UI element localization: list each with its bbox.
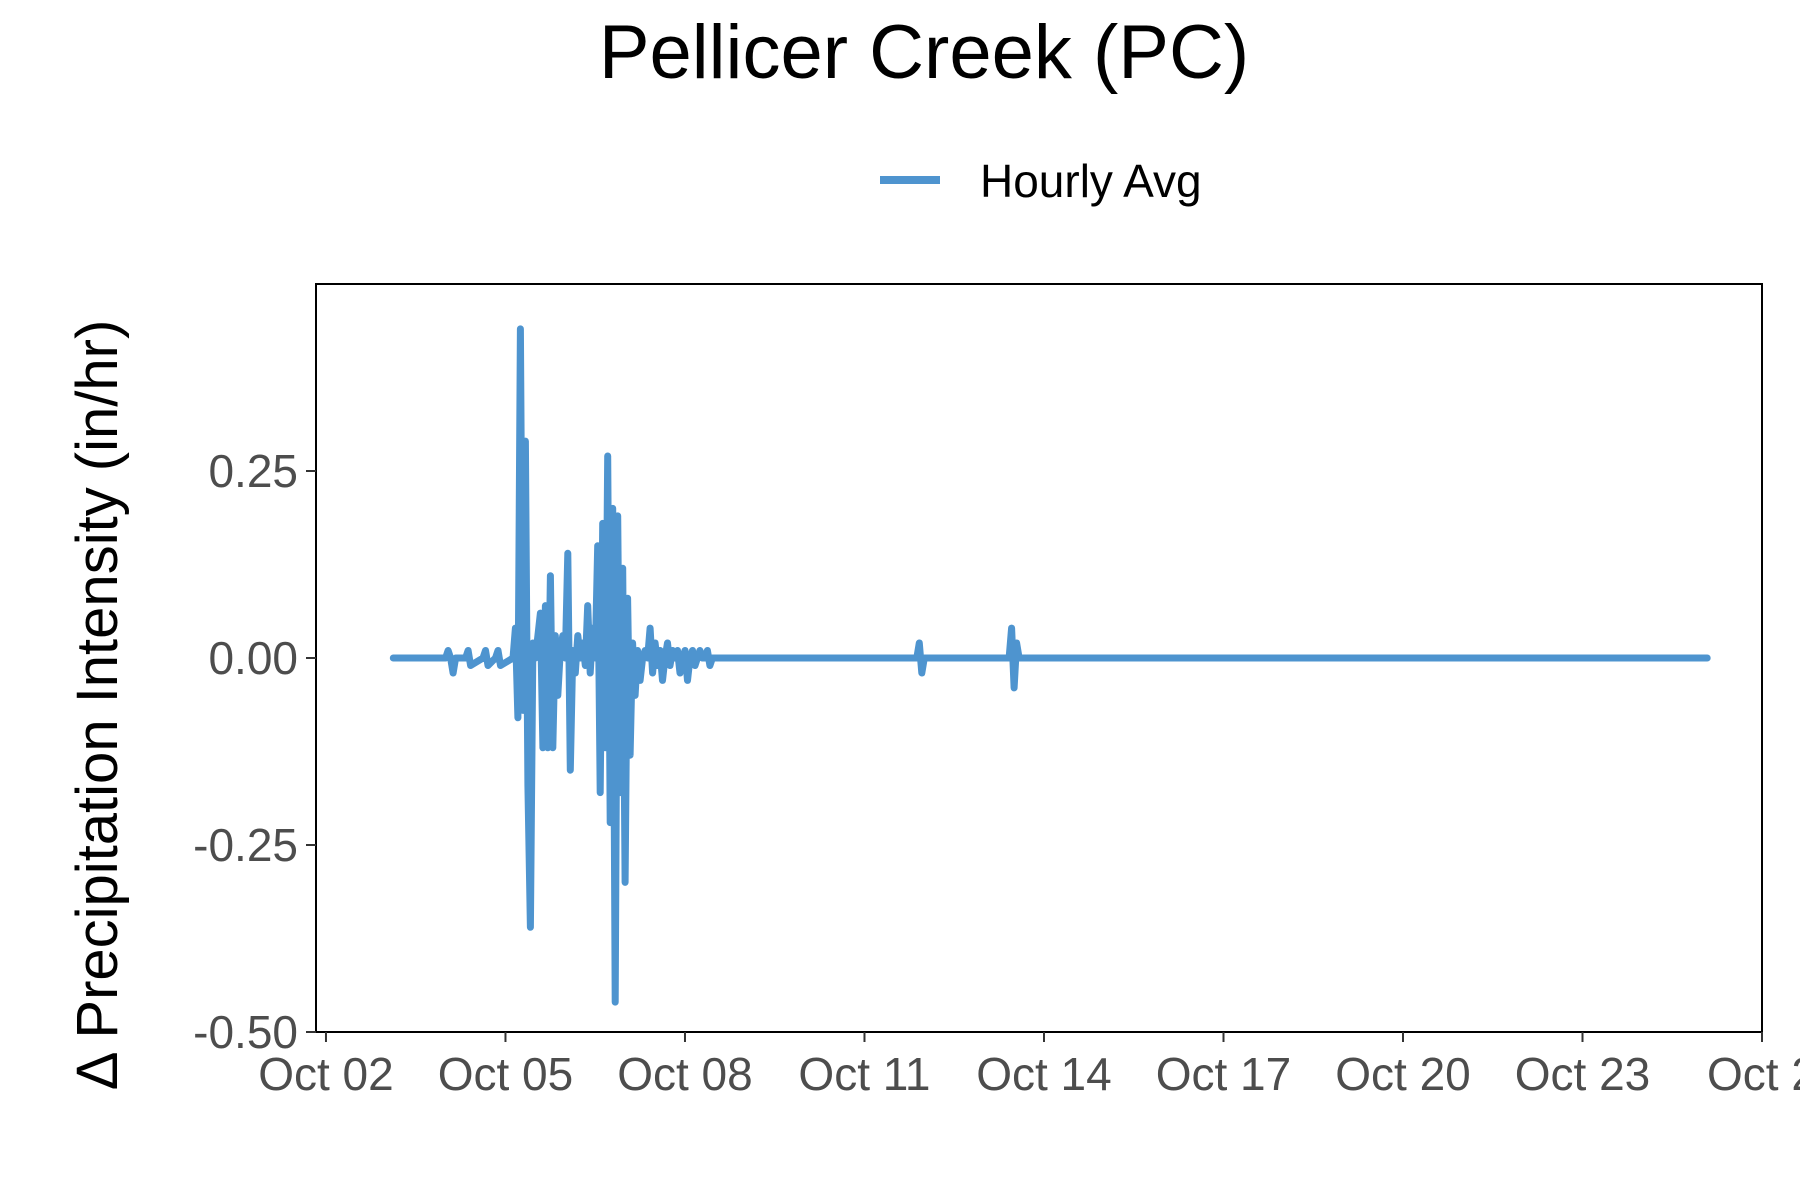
legend-label: Hourly Avg: [980, 155, 1202, 207]
y-tick-label: 0.00: [208, 632, 298, 684]
chart-title: Pellicer Creek (PC): [599, 10, 1249, 95]
x-tick-label: Oct 17: [1156, 1048, 1292, 1100]
x-tick-label: Oct 05: [438, 1048, 574, 1100]
y-tick-label: 0.25: [208, 445, 298, 497]
x-axis: Oct 02 Oct 05 Oct 08 Oct 11 Oct 14 Oct 17 Oct …: [258, 1032, 1800, 1100]
x-tick-label: Oct 08: [617, 1048, 753, 1100]
x-tick-label: Oct 11: [798, 1048, 930, 1100]
x-tick-label: Oct 20: [1335, 1048, 1471, 1100]
series-line-hourly-avg: [389, 325, 1711, 1006]
x-tick-label: Oct 14: [976, 1048, 1112, 1100]
legend: Hourly Avg: [880, 155, 1202, 207]
y-axis-label: Δ Precipitation Intensity (in/hr): [65, 320, 130, 1091]
x-tick-label: Oct 2: [1707, 1048, 1800, 1100]
x-tick-label: Oct 02: [258, 1048, 394, 1100]
y-tick-label: -0.50: [193, 1006, 298, 1058]
series-layer: [389, 325, 1711, 1006]
y-axis: 0.25 0.00 -0.25 -0.50: [193, 445, 316, 1058]
y-tick-label: -0.25: [193, 819, 298, 871]
x-tick-label: Oct 23: [1515, 1048, 1651, 1100]
